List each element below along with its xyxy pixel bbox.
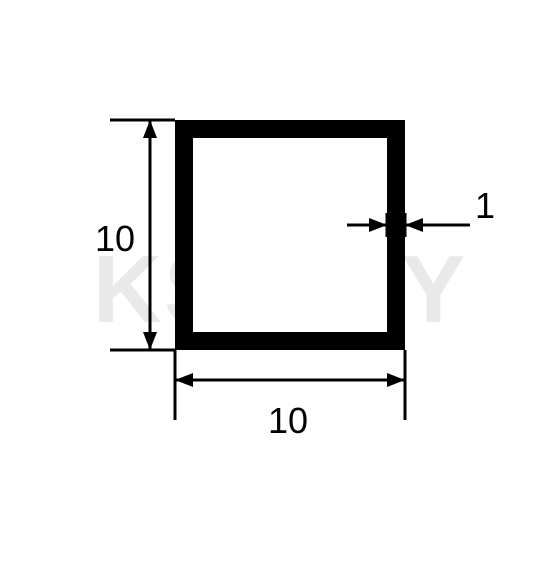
dim-height-label: 10 [95,218,135,260]
dim-width-label: 10 [268,400,308,442]
cross-section-drawing [0,0,560,580]
dim-wall-label: 1 [475,185,495,227]
